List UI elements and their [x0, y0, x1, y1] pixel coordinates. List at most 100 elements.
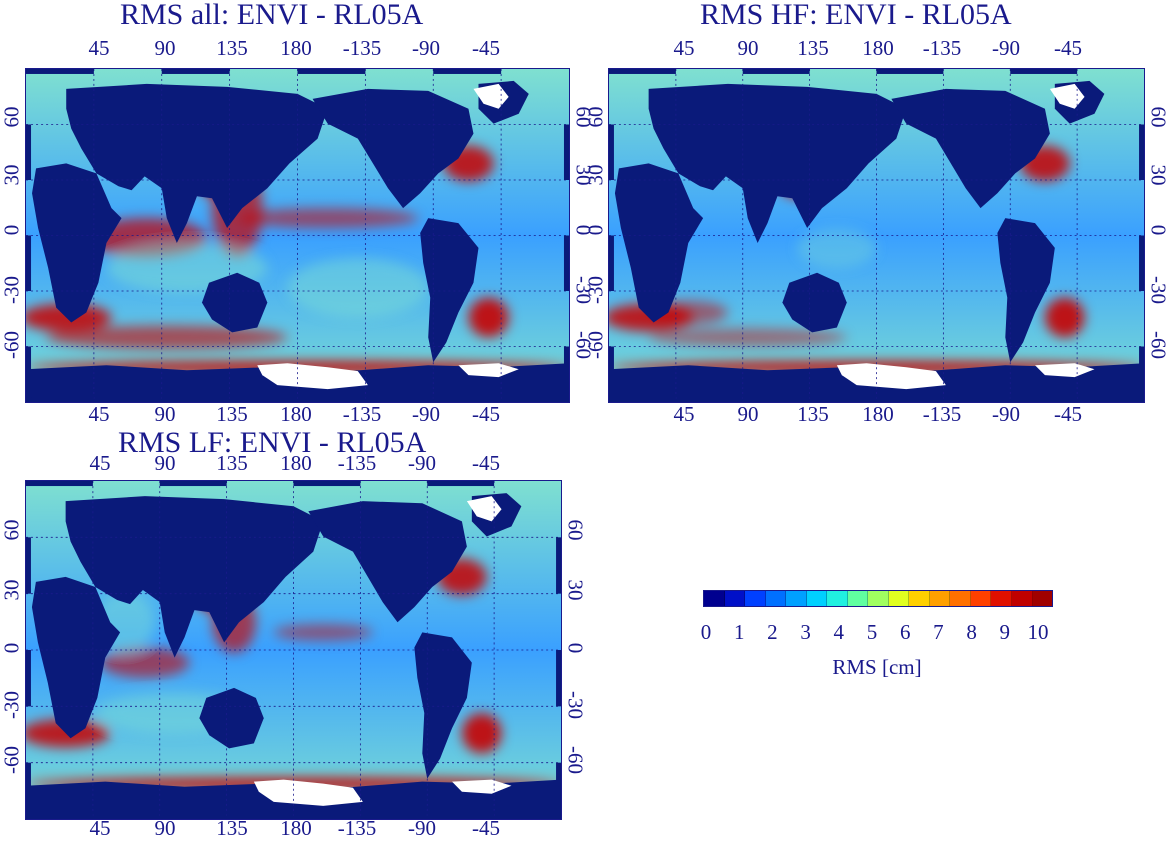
lat-tick-label: 0: [0, 642, 24, 654]
landmass-eurasia: [66, 83, 328, 243]
rms-hotspot: [100, 647, 190, 678]
frame-block: [609, 235, 614, 291]
landmass-eurasia: [65, 496, 324, 658]
frame-block: [433, 397, 502, 402]
map-panel-lf: [25, 480, 562, 820]
map-svg-all: [26, 69, 569, 402]
landmass-australia: [201, 272, 268, 333]
lon-tick-label: -90: [992, 36, 1020, 60]
lon-tick-label: 90: [154, 816, 176, 840]
colorbar-swatch: [970, 591, 992, 606]
lat-tick-label: 30: [0, 579, 24, 601]
colorbar: [703, 590, 1053, 607]
lon-tick-label: 135: [216, 36, 248, 60]
rms-hotspot: [797, 228, 877, 268]
rms-hotspot: [1044, 297, 1085, 338]
lon-tick-label: 45: [89, 816, 111, 840]
lat-tick-label: 0: [1146, 224, 1170, 236]
lat-tick-label: 0: [0, 224, 24, 236]
lon-tick-label: 135: [216, 816, 248, 840]
frame-block: [293, 813, 361, 819]
lon-tick-label: 45: [88, 36, 110, 60]
frame-block: [26, 813, 93, 819]
lon-tick-label: -45: [472, 816, 500, 840]
frame-block: [1010, 69, 1078, 74]
ice-sheet: [1049, 83, 1085, 109]
frame-block: [159, 481, 227, 487]
lon-tick-label: -45: [472, 451, 500, 475]
lon-tick-label: -135: [922, 402, 962, 426]
colorbar-swatch: [806, 591, 828, 606]
lat-tick-label: 0: [583, 224, 608, 236]
colorbar-swatch: [724, 591, 746, 606]
lon-tick-label: -90: [408, 816, 436, 840]
frame-block: [26, 537, 31, 594]
lon-tick-label: 135: [216, 402, 248, 426]
lat-tick-label: -30: [1146, 276, 1170, 304]
colorbar-swatch: [888, 591, 910, 606]
landmass-australia: [199, 687, 264, 749]
lat-tick-label: 0: [563, 642, 588, 654]
colorbar-tick-label: 2: [767, 620, 778, 644]
rms-hotspot: [648, 328, 847, 347]
frame-block: [427, 481, 495, 487]
lat-tick-label: -60: [0, 746, 24, 774]
frame-block: [1139, 346, 1144, 402]
lat-tick-label: 30: [583, 164, 608, 186]
colorbar-tick-label: 8: [966, 620, 977, 644]
lon-tick-label: -90: [992, 402, 1020, 426]
lat-tick-label: 30: [563, 579, 588, 601]
frame-block: [1139, 235, 1144, 291]
colorbar-swatch: [929, 591, 951, 606]
lon-tick-label: -90: [412, 402, 440, 426]
frame-block: [556, 650, 561, 707]
frame-block: [563, 235, 569, 291]
colorbar-swatch: [1032, 591, 1053, 606]
lon-tick-label: -135: [342, 36, 382, 60]
landmass-africa: [614, 163, 704, 323]
colorbar-tick-label: 1: [733, 620, 745, 644]
map-panel-all: [25, 68, 570, 403]
frame-block: [742, 69, 810, 74]
lon-tick-label: 90: [154, 402, 176, 426]
lat-tick-label: -30: [583, 276, 608, 304]
rms-hotspot: [287, 257, 429, 318]
colorbar-swatch: [786, 591, 807, 606]
colorbar-tick-label: 9: [999, 620, 1011, 644]
frame-block: [26, 235, 32, 291]
lon-tick-label: 180: [862, 402, 894, 426]
colorbar-swatch: [1011, 591, 1033, 606]
frame-block: [161, 397, 230, 402]
lon-tick-label: 180: [280, 816, 312, 840]
frame-block: [876, 69, 944, 74]
lat-tick-label: -30: [0, 276, 24, 304]
colorbar-swatches: [703, 590, 1053, 607]
colorbar-swatch: [847, 591, 869, 606]
colorbar-tick-label: 4: [833, 620, 845, 644]
panel-title-all: RMS all: ENVI - RL05A: [120, 0, 424, 31]
colorbar-swatch: [991, 591, 1012, 606]
lon-tick-label: 45: [89, 451, 111, 475]
colorbar-tick-label: 10: [1027, 620, 1049, 644]
lon-tick-label: -90: [408, 451, 436, 475]
lon-tick-label: -135: [922, 36, 962, 60]
lon-tick-label: 180: [280, 36, 312, 60]
lat-tick-label: -60: [563, 746, 588, 774]
rms-hotspot: [468, 297, 509, 338]
ice-sheet: [1035, 363, 1095, 378]
lat-tick-label: -30: [0, 691, 24, 719]
lon-tick-label: 180: [280, 402, 312, 426]
frame-block: [293, 481, 361, 487]
colorbar-tick-label: 5: [866, 620, 878, 644]
frame-block: [26, 346, 32, 402]
lon-tick-label: 135: [797, 36, 829, 60]
ice-sheet: [466, 496, 502, 522]
lat-tick-label: 60: [563, 519, 588, 541]
lat-tick-label: -60: [583, 331, 608, 359]
lat-tick-label: 60: [0, 519, 24, 541]
lat-tick-label: -60: [0, 331, 24, 359]
lon-tick-label: -45: [472, 36, 500, 60]
lon-tick-label: 45: [673, 36, 695, 60]
landmass-southamerica: [997, 218, 1055, 363]
frame-block: [742, 397, 810, 402]
